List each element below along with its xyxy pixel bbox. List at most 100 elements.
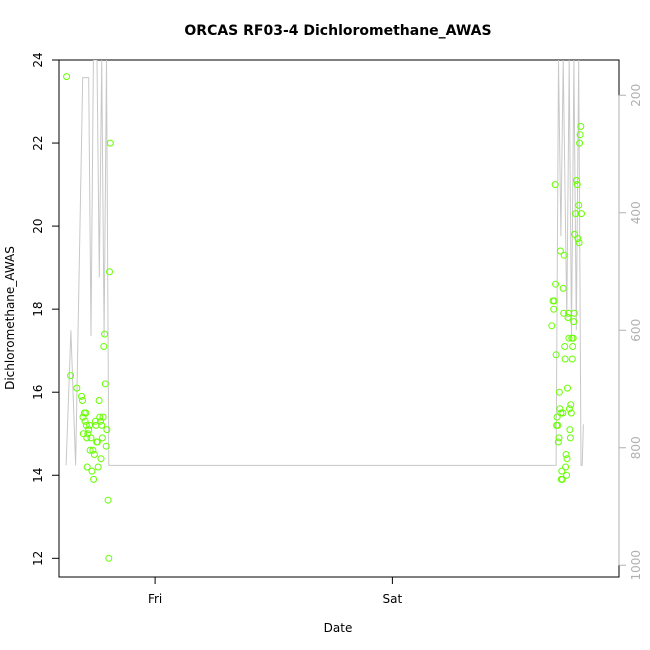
data-point [83,463,91,471]
data-point [98,434,106,442]
data-point [573,176,580,184]
data-point [106,268,113,276]
data-point [91,417,99,425]
data-point [84,430,92,438]
data-point [565,405,573,413]
data-point [79,430,87,438]
data-point [88,467,96,475]
x-axis: Fri Sat [148,576,403,606]
y-axis-label: Dichloromethane_AWAS [3,246,17,390]
y2-tick-label: 200 [629,84,643,107]
data-point [105,554,113,562]
data-point [564,314,572,321]
data-point [93,438,101,446]
data-point [83,434,91,442]
data-point [101,330,109,338]
y-tick-label: 16 [31,385,45,400]
data-point [576,131,584,139]
data-point [90,451,98,458]
data-point [564,384,571,392]
x-axis-label: Date [324,621,353,635]
data-point [100,343,108,350]
data-point [73,384,81,392]
data-point [63,73,71,81]
data-point [104,496,112,504]
y-axis: 12 14 16 18 20 22 24 [31,52,60,566]
data-point [99,413,107,421]
data-point [81,417,89,425]
data-point [560,309,568,317]
data-point [567,409,575,417]
data-point [575,239,583,247]
data-points-layer [63,73,585,562]
data-point [563,471,571,479]
data-point [562,451,570,458]
data-point [566,426,574,434]
y2-axis: 200 400 600 800 1000 [618,84,643,581]
y2-tick-label: 1000 [629,550,643,581]
data-point [103,426,111,434]
data-point [555,434,563,442]
secondary-series-line-layer [65,60,584,466]
data-point [560,251,568,259]
secondary-series-line [65,60,584,466]
data-point [559,409,567,417]
data-point [556,405,564,413]
data-point [562,463,570,471]
data-point [571,230,579,238]
data-point [550,297,558,305]
y2-tick-label: 800 [629,436,643,459]
y-tick-label: 18 [31,302,45,317]
data-point [566,434,574,442]
data-point [558,475,566,483]
data-point [101,380,109,388]
data-point [575,201,583,209]
x-tick-label: Sat [383,592,403,606]
data-point [557,409,565,417]
data-point [561,355,569,363]
data-point [82,409,90,417]
y-tick-label: 20 [31,218,45,233]
data-point [106,139,114,147]
data-point [94,463,102,471]
data-point [553,413,561,421]
data-point [569,343,577,350]
data-point [569,334,577,342]
data-point [554,421,562,429]
data-point [89,446,97,454]
y-tick-label: 22 [31,135,45,150]
data-point [576,139,584,147]
data-point [67,372,75,380]
data-point [578,210,585,218]
y-tick-label: 12 [31,551,45,566]
data-point [96,413,104,421]
data-point [574,235,582,243]
data-point [550,305,558,313]
data-point [98,421,106,429]
data-point [95,397,103,404]
data-point [570,318,578,326]
data-point [573,181,581,189]
data-point [559,284,567,292]
data-point [555,388,563,396]
data-point [552,280,560,288]
data-point [78,392,85,400]
data-point [570,309,578,317]
data-point [568,355,576,363]
data-point [554,438,562,446]
data-point [556,247,564,255]
data-point [86,446,94,454]
data-point [97,455,105,463]
data-point [102,442,110,450]
x-tick-label: Fri [148,592,162,606]
data-point [85,426,93,434]
y-tick-label: 14 [31,468,45,483]
data-point [79,397,86,404]
data-point [563,455,571,463]
plot-frame [58,59,620,578]
data-point [565,334,573,342]
y-tick-label: 24 [31,52,45,67]
chart-title: ORCAS RF03-4 Dichloromethane_AWAS [184,23,491,39]
y2-tick-label: 600 [629,319,643,342]
